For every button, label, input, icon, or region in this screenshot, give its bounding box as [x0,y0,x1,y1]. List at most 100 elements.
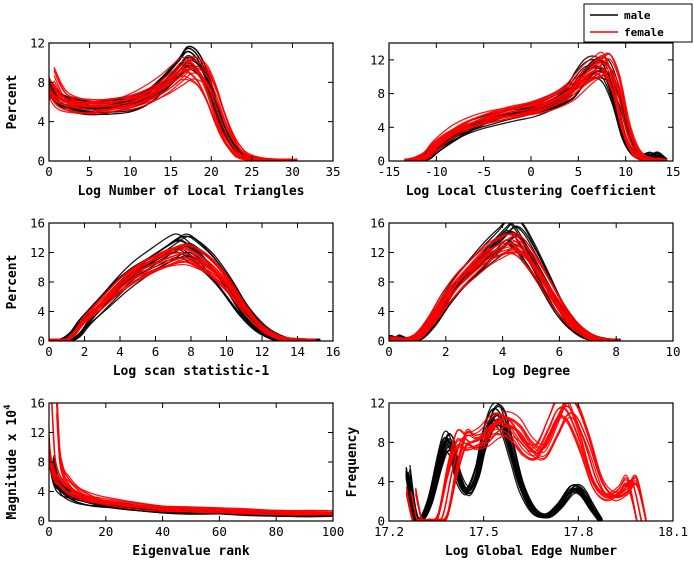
x-tick-label: 4 [499,344,507,359]
chart-panel-4: 0 2 4 6 8 10 0 4 8 12 16 Log Degree [370,216,681,380]
x-tick-label: 10 [219,344,234,359]
x-tick-label: 6 [152,344,160,359]
series-line-female [49,261,316,341]
legend-female-label: female [624,26,664,39]
plot-area [49,403,333,518]
series-line-female [405,406,638,521]
legend-male-label: male [624,9,651,22]
series-line-female [49,78,288,161]
y-tick-label: 8 [377,86,385,101]
x-tick-label: 0 [45,344,53,359]
y-tick-label: 4 [377,474,385,489]
legend-box [583,3,693,43]
x-tick-label: 40 [155,524,170,539]
series-line-female [391,248,620,341]
series-male [49,233,321,341]
x-tick-label: 17.8 [563,524,593,539]
series-line-female [411,71,668,161]
x-tick-label: 4 [116,344,124,359]
y-tick-label: 4 [377,304,385,319]
y-tick-label: 12 [370,52,385,67]
series-line-female-main [51,403,333,515]
series-line-male [53,255,321,341]
y-tick-label: 4 [37,484,45,499]
series-line-female [404,74,661,161]
x-tick-label: 8 [187,344,195,359]
series-female [404,51,668,161]
y-tick-label: 12 [370,245,385,260]
plot-area [49,233,321,341]
x-tick-label: 25 [244,164,259,179]
series-female [389,232,620,341]
series-line-female [56,403,333,513]
chart-panel-5: 0 20 40 60 80 100 0 4 8 12 16 Eigenvalue rank Magnit… [3,396,345,560]
y-tick-label: 0 [37,514,45,529]
panel-frame [388,402,674,522]
y-axis-label: Frequency [345,427,360,498]
x-tick-label: 2 [81,344,89,359]
series-line-female [49,263,315,341]
series-line-female [49,419,329,513]
x-tick-label: 0 [45,524,53,539]
x-tick-label: 16 [325,344,340,359]
series-line-female-main [49,66,293,161]
plot-area [405,403,647,521]
y-tick-label: 8 [377,275,385,290]
chart-panel-1: 0 5 10 15 20 25 30 35 0 4 8 12 Log Number of Local T… [5,36,341,200]
series-line-female [415,403,647,521]
y-tick-label: 8 [37,75,45,90]
x-tick-label: -5 [476,164,491,179]
x-tick-label: 15 [163,164,178,179]
y-tick-label: 16 [30,216,45,231]
series-female [49,55,298,161]
series-female [405,403,647,521]
y-axis-label-exponent: 4 [3,404,13,410]
y-tick-label: 16 [370,216,385,231]
x-tick-label: 2 [442,344,450,359]
series-line-female [56,404,333,515]
series-line-female [49,261,316,341]
x-tick-label: 0 [527,164,535,179]
x-axis-label: Log Global Edge Number [445,544,617,559]
x-tick-label: 10 [665,344,680,359]
plot-area [389,223,621,341]
y-tick-label: 4 [377,120,385,135]
series-line-female [389,238,614,341]
x-tick-label: 12 [254,344,269,359]
series-line-female [53,56,298,161]
x-tick-label: -15 [378,164,401,179]
x-tick-label: 14 [290,344,305,359]
series-line-female [411,52,667,161]
y-axis-label: Percent [5,255,20,310]
series-male [405,403,604,521]
x-tick-label: 35 [325,164,340,179]
y-tick-label: 0 [377,514,385,529]
x-axis-label: Log Degree [492,364,570,379]
y-tick-label: 12 [30,36,45,51]
y-tick-label: 8 [377,435,385,450]
series-line-female [49,248,316,341]
x-tick-label: 100 [322,524,345,539]
series-line-male [54,235,321,341]
series-line-female [56,403,333,515]
y-tick-label: 12 [370,396,385,411]
series-female [49,243,316,341]
x-tick-label: 0 [45,164,53,179]
y-tick-label: 12 [30,425,45,440]
chart-panel-3: 0 2 4 6 8 10 12 14 16 0 4 8 12 16 Log scan statistic-1… [5,216,341,380]
series-line-female [53,78,298,161]
legend: male female [583,3,693,43]
x-axis-label: Eigenvalue rank [132,544,250,559]
x-tick-label: 20 [204,164,219,179]
x-tick-label: 60 [212,524,227,539]
x-tick-label: 17.2 [374,524,404,539]
chart-panel-2: -15 -10 -5 0 5 10 15 0 4 8 12 Log Local Clustering … [370,42,681,199]
series-line-female [49,256,316,341]
series-line-female [414,403,647,521]
series-line-female-main [49,253,316,341]
x-tick-label: 80 [269,524,284,539]
y-tick-label: 4 [37,304,45,319]
series-line-female [49,258,315,341]
plot-area [49,45,298,161]
x-tick-label: 5 [575,164,583,179]
